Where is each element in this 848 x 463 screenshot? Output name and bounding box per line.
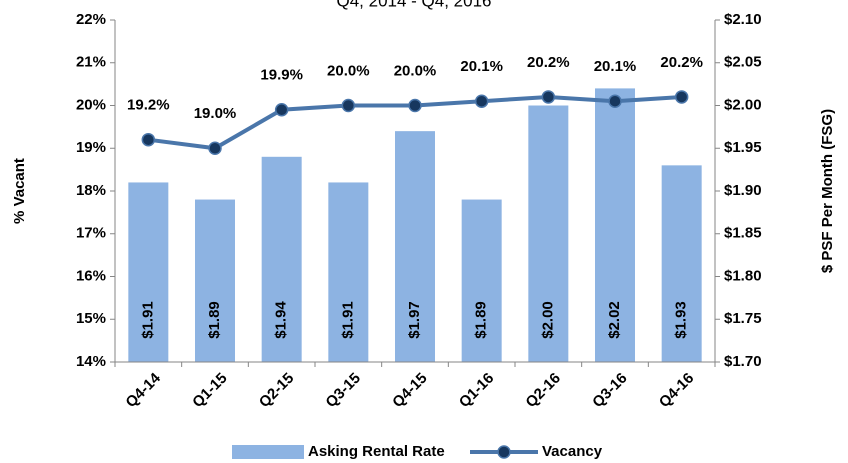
x-tick-label: Q1-16 [456, 370, 498, 412]
bar-value-label: $1.97 [406, 301, 423, 339]
chart-title: Q4, 2014 - Q4, 2016 [337, 0, 492, 10]
legend-label: Asking Rental Rate [308, 443, 445, 460]
x-tick-label: Q2-16 [522, 370, 564, 412]
y-tick-label: 19% [76, 139, 106, 156]
legend-marker [497, 445, 511, 459]
line-value-label: 20.0% [394, 62, 437, 79]
bar-value-label: $2.02 [606, 301, 623, 339]
line-value-label: 20.1% [594, 58, 637, 75]
bar-value-label: $1.93 [673, 301, 690, 339]
bar [661, 165, 702, 362]
line-marker [141, 132, 156, 147]
y2-tick-label: $2.05 [724, 54, 762, 71]
y2-tick-label: $2.00 [724, 96, 762, 113]
x-tick-label: Q4-14 [122, 369, 164, 411]
line-value-label: 19.0% [194, 105, 237, 122]
bar [595, 88, 635, 363]
line-marker [474, 94, 489, 108]
bar [528, 105, 569, 362]
bar [128, 182, 169, 362]
bar-value-label: $2.00 [539, 301, 556, 339]
y-tick-label: 15% [76, 310, 106, 327]
y-tick-label: 20% [76, 96, 106, 113]
x-tick-label: Q4-15 [389, 370, 431, 412]
y2-tick-label: $1.75 [724, 310, 762, 327]
y2-axis-title: $ PSF Per Month (FSG) [819, 109, 836, 273]
bar [395, 131, 435, 362]
legend-label: Vacancy [542, 443, 603, 460]
bar [328, 182, 369, 362]
bar-value-label: $1.91 [139, 301, 156, 339]
bar [461, 199, 502, 362]
y-tick-label: 22% [76, 11, 106, 28]
line-value-label: 20.1% [460, 58, 503, 75]
y2-tick-label: $1.80 [724, 267, 762, 284]
y2-tick-label: $1.90 [724, 182, 762, 199]
y2-tick-label: $1.85 [724, 225, 762, 242]
bar-value-label: $1.94 [273, 301, 290, 339]
y2-tick-label: $1.95 [724, 139, 762, 156]
bar-value-label: $1.89 [206, 301, 223, 339]
x-tick-label: Q3-16 [589, 370, 631, 412]
y2-tick-label: $2.10 [724, 11, 762, 28]
line-value-label: 19.2% [127, 97, 170, 114]
x-tick-label: Q2-15 [256, 370, 298, 412]
legend-swatch [232, 445, 304, 459]
bar-value-label: $1.91 [339, 301, 356, 339]
y-tick-label: 21% [76, 54, 106, 71]
line-value-label: 20.0% [327, 62, 370, 79]
x-tick-label: Q4-16 [656, 370, 698, 412]
line-marker [208, 141, 222, 155]
line-value-label: 19.9% [260, 67, 303, 84]
line-marker [408, 98, 422, 113]
x-tick-label: Q1-15 [189, 370, 231, 412]
x-tick-label: Q3-15 [322, 370, 364, 412]
line-value-label: 20.2% [660, 54, 703, 71]
line-marker [541, 90, 556, 104]
bar-value-label: $1.89 [473, 301, 490, 339]
line-marker [274, 103, 289, 117]
line-marker [608, 94, 622, 108]
y-tick-label: 16% [76, 267, 106, 284]
line-value-label: 20.2% [527, 54, 570, 71]
line-marker [341, 98, 356, 113]
line-marker [674, 90, 689, 104]
y-tick-label: 14% [76, 353, 106, 370]
y-tick-label: 17% [76, 225, 106, 242]
bar [261, 156, 302, 362]
y-tick-label: 18% [76, 182, 106, 199]
bar [195, 199, 235, 362]
y2-tick-label: $1.70 [724, 353, 762, 370]
y-axis-title: % Vacant [11, 158, 28, 224]
